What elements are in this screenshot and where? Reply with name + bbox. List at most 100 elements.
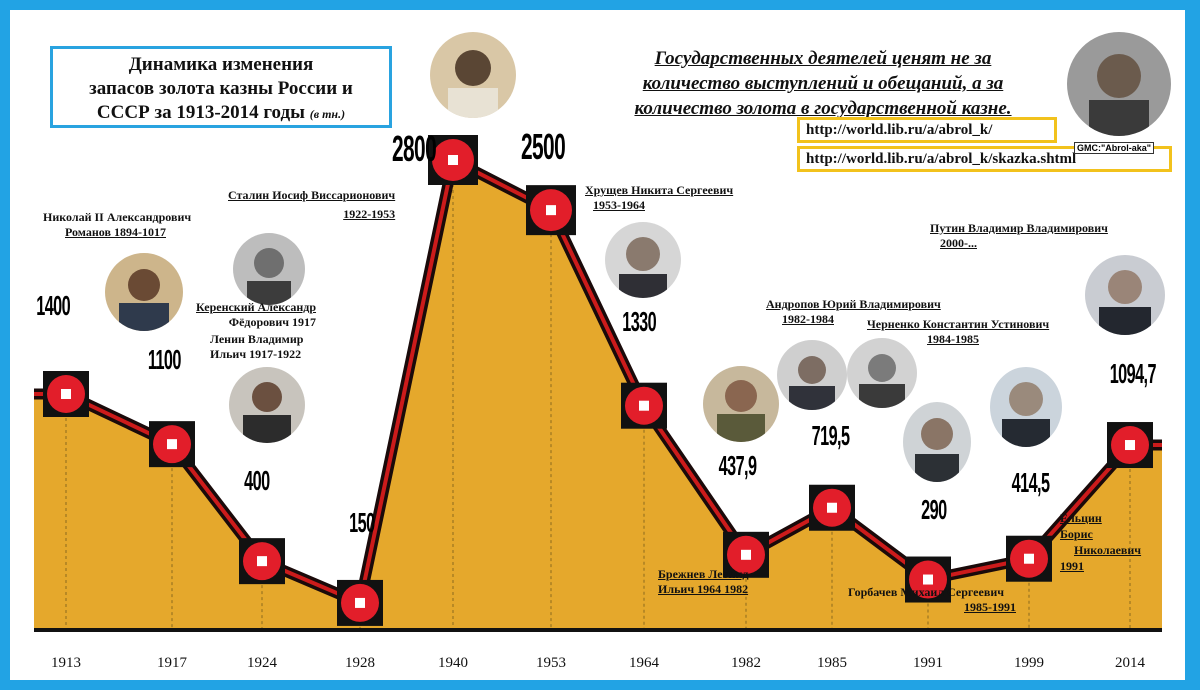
ruler-lenin: Ленин Владимир Ильич 1917-1922 (210, 332, 303, 362)
ruler-nicholas-years: Романов 1894-1017 (65, 225, 166, 239)
x-tick-label-1964: 1964 (629, 655, 660, 671)
ruler-stalin-years: 1922-1953 (343, 207, 396, 221)
ruler-gorbachev-name: Горбачев Михаил Сергеевич (848, 585, 1004, 599)
value-label-1991: 290 (921, 494, 947, 525)
quote-line-2: количество выступлений и обещаний, а за (588, 71, 1058, 96)
kerensky-portrait-photo (233, 233, 305, 305)
marker-center-1985 (827, 502, 837, 513)
x-tick-label-1985: 1985 (817, 655, 847, 671)
x-tick-label-1991: 1991 (913, 655, 943, 671)
ruler-andropov-years: 1982-1984 (782, 312, 834, 326)
chart-title: Динамика изменения запасов золота казны … (50, 46, 392, 128)
x-tick-label-1913: 1913 (51, 655, 81, 671)
ruler-khrushchev-years: 1953-1964 (593, 198, 645, 212)
ruler-khrushchev-name: Хрущев Никита Сергеевич (585, 183, 734, 197)
value-label-2014: 1094,7 (1109, 358, 1157, 389)
quote-line-2-text: количество выступлений и обещаний, а за (642, 73, 1004, 94)
x-tick-label-2014: 2014 (1115, 655, 1146, 671)
marker-center-1924 (257, 556, 267, 567)
ruler-putin-name: Путин Владимир Владимирович (930, 221, 1108, 235)
brezhnev-portrait-photo (703, 366, 779, 442)
quote-line-3-text: количество золота в государственной казн… (634, 98, 1012, 119)
value-label-1917: 1100 (147, 344, 181, 375)
ruler-kerensky-years: Фёдорович 1917 (228, 315, 317, 329)
stalin-portrait-photo (430, 32, 516, 118)
ruler-yeltsin-line-4: 1991 (1060, 559, 1084, 573)
url-link-1[interactable]: http://world.lib.ru/a/abrol_k/ (797, 117, 1057, 143)
ruler-lenin-name: Ленин Владимир (210, 332, 304, 346)
x-tick-label-1953: 1953 (536, 655, 566, 671)
value-label-1982: 437,9 (718, 450, 757, 481)
marker-center-1917 (167, 439, 177, 450)
value-label-1940: 2800 (391, 128, 437, 169)
chart-canvas: 1913 1917 1924 1928 1940 1953 1964 1982 1985 1991… (34, 135, 1162, 671)
marker-center-1982 (741, 549, 751, 560)
ruler-yeltsin-line-2: Борис (1060, 527, 1093, 541)
ruler-chernenko: Черненко Константин Устинович 1984-1985 (867, 317, 1049, 347)
marker-center-1940 (448, 155, 458, 165)
yeltsin-portrait-photo (990, 367, 1062, 447)
title-line-3: СССР за 1913-2014 годы (в тн.) (53, 101, 389, 126)
chart-frame: 1913 1917 1924 1928 1940 1953 1964 1982 1985 1991… (10, 10, 1185, 680)
ruler-lenin-years: Ильич 1917-1922 (210, 347, 302, 361)
gorbachev-portrait-photo (903, 402, 971, 482)
x-tick-label-1917: 1917 (157, 655, 188, 671)
marker-center-1913 (61, 389, 71, 399)
putin-portrait-photo (1085, 255, 1165, 335)
marker-center-1999 (1024, 553, 1034, 564)
marker-center-1953 (546, 205, 556, 216)
andropov-portrait-photo (777, 340, 847, 410)
ruler-andropov: Андропов Юрий Владимирович 1982-1984 (766, 297, 941, 327)
ruler-chernenko-years: 1984-1985 (927, 332, 979, 346)
ruler-andropov-name: Андропов Юрий Владимирович (766, 297, 941, 311)
author-tag: GMC:"Abrol-aka" (1074, 142, 1155, 154)
marker-center-2014 (1125, 440, 1135, 451)
ruler-stalin-name: Сталин Иосиф Виссарионович (228, 188, 396, 202)
title-unit: (в тн.) (309, 107, 346, 121)
x-tick-label-1999: 1999 (1014, 655, 1044, 671)
ruler-brezhnev-years: Ильич 1964 1982 (658, 582, 749, 596)
ruler-yeltsin: Ельцин Борис Николаевич 1991 (1060, 510, 1141, 574)
title-line-1: Динамика изменения (128, 54, 314, 75)
value-label-1964: 1330 (622, 306, 657, 337)
ruler-brezhnev-name: Брежнев Леонид (658, 567, 749, 581)
ruler-yeltsin-line-3: Николаевич (1074, 543, 1142, 557)
quote-line-1-text: Государственных деятелей ценят не за (654, 48, 992, 69)
ruler-gorbachev: Горбачев Михаил Сергеевич 1985-1991 (848, 585, 1016, 615)
chernenko-portrait-photo (847, 338, 917, 408)
ruler-brezhnev: Брежнев Леонид Ильич 1964 1982 (658, 567, 748, 597)
area-fill (34, 160, 1162, 628)
value-label-1913: 1400 (36, 290, 71, 321)
ruler-putin: Путин Владимир Владимирович 2000-... (930, 221, 1108, 251)
x-tick-label-1940: 1940 (438, 655, 468, 671)
x-tick-label-1928: 1928 (345, 655, 375, 671)
quote: Государственных деятелей ценят не за кол… (588, 46, 1058, 121)
nicholas-portrait-photo (105, 253, 183, 331)
lenin-portrait-photo (229, 367, 305, 443)
x-tick-label-1924: 1924 (247, 655, 278, 671)
ruler-nicholas: Николай II Александрович Романов 1894-10… (43, 210, 191, 240)
value-label-1985: 719,5 (811, 420, 850, 451)
ruler-nicholas-name: Николай II Александрович (43, 210, 192, 224)
ruler-yeltsin-line-1: Ельцин (1060, 511, 1102, 525)
marker-center-1964 (639, 400, 649, 411)
khrushchev-portrait-photo (605, 222, 681, 298)
ruler-gorbachev-years: 1985-1991 (964, 600, 1016, 614)
marker-center-1928 (355, 597, 365, 608)
value-label-1928: 150 (349, 507, 375, 538)
x-tick-label-1982: 1982 (731, 655, 761, 671)
ruler-stalin: Сталин Иосиф Виссарионович 1922-1953 (228, 188, 395, 222)
value-label-1924: 400 (244, 465, 270, 496)
title-line-3-text: СССР за 1913-2014 годы (96, 102, 305, 123)
ruler-kerensky-name: Керенский Александр (196, 300, 317, 314)
value-label-1999: 414,5 (1011, 467, 1050, 498)
quote-line-1: Государственных деятелей ценят не за (588, 46, 1058, 71)
ruler-kerensky: Керенский Александр Фёдорович 1917 (196, 300, 316, 330)
marker-center-1991 (923, 574, 933, 585)
ruler-chernenko-name: Черненко Константин Устинович (867, 317, 1050, 331)
title-line-2: запасов золота казны России и (89, 78, 353, 99)
value-label-1953: 2500 (520, 126, 566, 167)
author-portrait-photo (1067, 32, 1171, 136)
quote-line-3: количество золота в государственной казн… (588, 96, 1058, 121)
ruler-putin-years: 2000-... (940, 236, 977, 250)
